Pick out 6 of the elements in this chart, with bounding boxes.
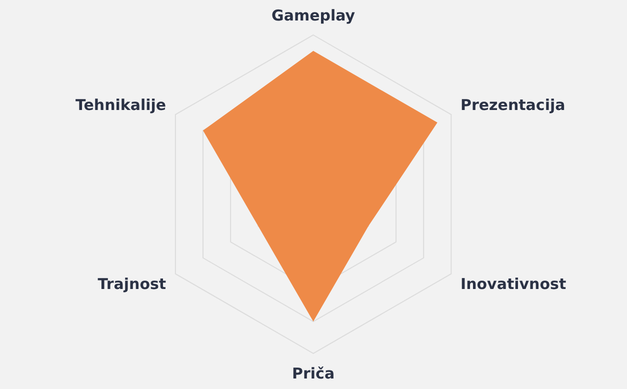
- spoke-label: Inovativnost: [460, 275, 566, 294]
- spoke-label: Gameplay: [272, 6, 356, 24]
- spoke-label: Prezentacija: [460, 96, 566, 114]
- spoke-label: Tehnikalije: [76, 96, 166, 114]
- spoke-label: Trajnost: [98, 275, 166, 294]
- spoke-label: Priča: [292, 364, 335, 383]
